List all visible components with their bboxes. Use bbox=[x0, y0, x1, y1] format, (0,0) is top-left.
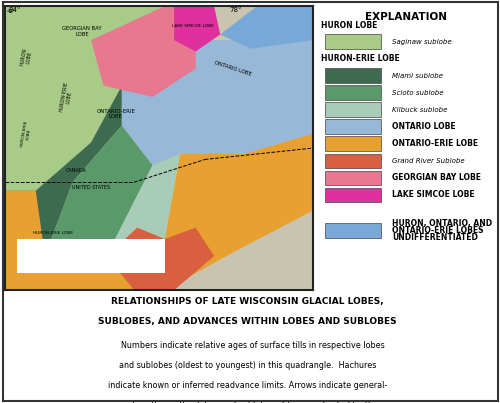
Polygon shape bbox=[5, 134, 312, 290]
Text: GEORGIAN BAY LOBE: GEORGIAN BAY LOBE bbox=[392, 173, 481, 183]
Bar bbox=[324, 223, 382, 238]
Text: RELATIONSHIPS OF LATE WISCONSIN GLACIAL LOBES,: RELATIONSHIPS OF LATE WISCONSIN GLACIAL … bbox=[111, 297, 384, 306]
Bar bbox=[324, 85, 382, 100]
Bar bbox=[324, 119, 382, 134]
Bar bbox=[324, 68, 382, 83]
Text: Miami sublobe: Miami sublobe bbox=[392, 73, 443, 79]
Bar bbox=[324, 102, 382, 117]
Polygon shape bbox=[106, 228, 214, 290]
Text: ONTARIO LOBE: ONTARIO LOBE bbox=[392, 122, 456, 131]
Text: Numbers indicate relative ages of surface tills in respective lobes: Numbers indicate relative ages of surfac… bbox=[110, 341, 384, 350]
Text: SUBLOBES, AND ADVANCES WITHIN LOBES AND SUBLOBES: SUBLOBES, AND ADVANCES WITHIN LOBES AND … bbox=[98, 317, 397, 326]
Text: Saginaw sublobe: Saginaw sublobe bbox=[392, 39, 452, 45]
Text: UNDIFFERENTIATED: UNDIFFERENTIATED bbox=[392, 233, 478, 242]
Text: ized ice flow within lobes and sublobes at times indicated by the: ized ice flow within lobes and sublobes … bbox=[118, 401, 378, 403]
Text: UNITED STATES: UNITED STATES bbox=[72, 185, 110, 190]
Text: ONTARIO-ERIE LOBES: ONTARIO-ERIE LOBES bbox=[392, 226, 484, 235]
Text: Grand River Sublobe: Grand River Sublobe bbox=[392, 158, 464, 164]
Text: GEORGIAN BAY
LOBE: GEORGIAN BAY LOBE bbox=[62, 26, 102, 37]
Text: and sublobes (oldest to youngest) in this quadrangle.  Hachures: and sublobes (oldest to youngest) in thi… bbox=[119, 361, 376, 370]
Text: CANADA: CANADA bbox=[66, 168, 86, 173]
Text: HURON LOBE: HURON LOBE bbox=[321, 21, 378, 31]
Bar bbox=[324, 34, 382, 49]
Bar bbox=[324, 187, 382, 202]
Text: EXPLANATION: EXPLANATION bbox=[365, 12, 448, 22]
Text: HURON, ONTARIO, AND: HURON, ONTARIO, AND bbox=[392, 219, 492, 228]
Text: 42°: 42° bbox=[6, 9, 16, 14]
Text: LAKE SIMCOE LOBE: LAKE SIMCOE LOBE bbox=[172, 24, 213, 28]
Polygon shape bbox=[91, 6, 196, 97]
Text: Scioto sublobe: Scioto sublobe bbox=[392, 90, 444, 96]
Polygon shape bbox=[5, 6, 174, 191]
Text: HURON-ERIE
LOBE: HURON-ERIE LOBE bbox=[58, 81, 74, 113]
Text: ONTARIO-ERIE
LOBE: ONTARIO-ERIE LOBE bbox=[96, 109, 135, 119]
Text: Kilbuck sublobe: Kilbuck sublobe bbox=[392, 107, 448, 113]
Text: ONTARIO LOBE: ONTARIO LOBE bbox=[214, 60, 252, 77]
Text: ONTARIO-ERIE LOBE: ONTARIO-ERIE LOBE bbox=[392, 139, 478, 148]
Polygon shape bbox=[106, 154, 180, 256]
Text: HURON-ERIE LOBE: HURON-ERIE LOBE bbox=[32, 231, 73, 235]
Text: HURON-ERIE
LOBE: HURON-ERIE LOBE bbox=[20, 120, 33, 148]
Bar bbox=[324, 154, 382, 168]
Polygon shape bbox=[5, 85, 122, 290]
Polygon shape bbox=[174, 6, 220, 52]
Text: 84°: 84° bbox=[8, 8, 20, 13]
Polygon shape bbox=[18, 239, 165, 273]
Text: LAKE SIMCOE LOBE: LAKE SIMCOE LOBE bbox=[392, 191, 474, 199]
Text: indicate known or inferred readvance limits. Arrows indicate general-: indicate known or inferred readvance lim… bbox=[108, 381, 387, 390]
Text: HURON
LOBE: HURON LOBE bbox=[20, 47, 34, 67]
Polygon shape bbox=[122, 40, 312, 165]
Polygon shape bbox=[220, 6, 312, 49]
Polygon shape bbox=[45, 125, 152, 256]
Bar bbox=[324, 137, 382, 151]
Bar bbox=[324, 170, 382, 185]
Text: 78°: 78° bbox=[230, 8, 242, 13]
Text: HURON-ERIE LOBE: HURON-ERIE LOBE bbox=[321, 54, 400, 63]
